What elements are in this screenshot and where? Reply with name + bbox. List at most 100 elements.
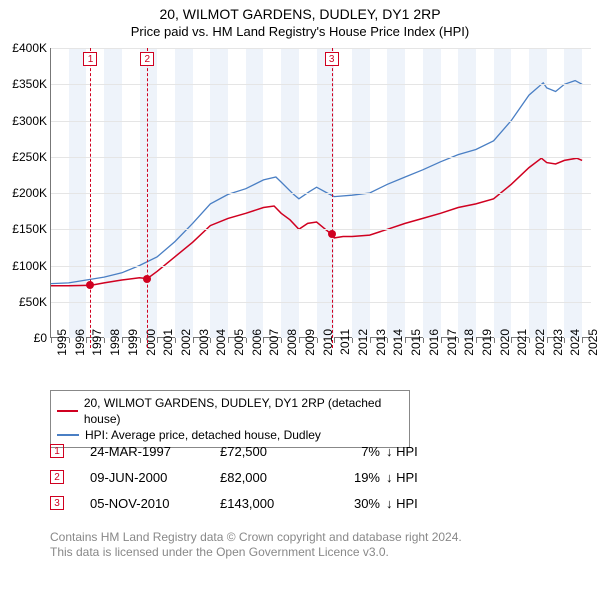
x-tick-label: 2001 bbox=[161, 329, 175, 369]
y-tick-label: £400K bbox=[1, 41, 47, 55]
x-tick bbox=[582, 338, 583, 343]
x-tick-label: 2008 bbox=[285, 329, 299, 369]
gridline bbox=[51, 302, 591, 303]
x-tick bbox=[122, 338, 123, 343]
x-tick bbox=[564, 338, 565, 343]
x-tick-label: 2023 bbox=[551, 329, 565, 369]
sales-row: 1 24-MAR-1997£72,5007%↓ HPI bbox=[50, 438, 430, 464]
sales-hpi: ↓ HPI bbox=[380, 470, 430, 485]
x-tick-label: 2024 bbox=[568, 329, 582, 369]
sales-table: 124-MAR-1997£72,5007%↓ HPI209-JUN-2000£8… bbox=[50, 438, 430, 516]
x-tick bbox=[370, 338, 371, 343]
sale-marker-box: 1 bbox=[83, 52, 97, 66]
x-tick bbox=[494, 338, 495, 343]
x-tick bbox=[228, 338, 229, 343]
sale-dash bbox=[147, 48, 148, 348]
x-tick bbox=[193, 338, 194, 343]
sales-diff: 19% bbox=[320, 470, 380, 485]
x-tick bbox=[263, 338, 264, 343]
legend-swatch-hpi bbox=[57, 434, 79, 436]
x-tick-label: 2012 bbox=[356, 329, 370, 369]
x-tick-label: 2006 bbox=[250, 329, 264, 369]
x-tick bbox=[210, 338, 211, 343]
gridline bbox=[51, 193, 591, 194]
x-tick-label: 2020 bbox=[498, 329, 512, 369]
sales-marker: 1 bbox=[50, 444, 64, 458]
x-tick bbox=[317, 338, 318, 343]
x-tick bbox=[69, 338, 70, 343]
sales-date: 24-MAR-1997 bbox=[90, 444, 220, 459]
x-tick-label: 2002 bbox=[179, 329, 193, 369]
chart-subtitle: Price paid vs. HM Land Registry's House … bbox=[0, 24, 600, 39]
x-tick-label: 2004 bbox=[214, 329, 228, 369]
x-tick-label: 2007 bbox=[267, 329, 281, 369]
footer-line-1: Contains HM Land Registry data © Crown c… bbox=[50, 530, 560, 545]
sale-marker-dot bbox=[86, 281, 94, 289]
gridline bbox=[51, 48, 591, 49]
sale-dash bbox=[332, 48, 333, 348]
x-tick-label: 1996 bbox=[73, 329, 87, 369]
x-tick bbox=[405, 338, 406, 343]
x-tick bbox=[423, 338, 424, 343]
plot-region: £0£50K£100K£150K£200K£250K£300K£350K£400… bbox=[50, 48, 590, 338]
x-tick-label: 1995 bbox=[55, 329, 69, 369]
x-tick-label: 2014 bbox=[391, 329, 405, 369]
chart-area: £0£50K£100K£150K£200K£250K£300K£350K£400… bbox=[50, 48, 590, 378]
sale-marker-dot bbox=[143, 275, 151, 283]
x-tick bbox=[476, 338, 477, 343]
gridline bbox=[51, 157, 591, 158]
x-tick bbox=[140, 338, 141, 343]
x-tick bbox=[352, 338, 353, 343]
sales-marker: 3 bbox=[50, 496, 64, 510]
x-tick-label: 2017 bbox=[445, 329, 459, 369]
series-line bbox=[51, 81, 582, 284]
sale-marker-box: 3 bbox=[325, 52, 339, 66]
series-line bbox=[51, 158, 582, 286]
x-tick bbox=[104, 338, 105, 343]
x-tick bbox=[51, 338, 52, 343]
gridline bbox=[51, 266, 591, 267]
sales-diff: 30% bbox=[320, 496, 380, 511]
sales-price: £82,000 bbox=[220, 470, 320, 485]
legend-swatch-property bbox=[57, 410, 78, 412]
chart-title: 20, WILMOT GARDENS, DUDLEY, DY1 2RP bbox=[0, 6, 600, 22]
sales-row: 305-NOV-2010£143,00030%↓ HPI bbox=[50, 490, 430, 516]
gridline bbox=[51, 84, 591, 85]
x-tick-label: 2022 bbox=[533, 329, 547, 369]
x-tick-label: 2015 bbox=[409, 329, 423, 369]
x-tick-label: 2021 bbox=[515, 329, 529, 369]
sales-diff: 7% bbox=[320, 444, 380, 459]
x-tick bbox=[157, 338, 158, 343]
x-tick-label: 2016 bbox=[427, 329, 441, 369]
x-tick bbox=[299, 338, 300, 343]
y-tick-label: £350K bbox=[1, 77, 47, 91]
sales-price: £143,000 bbox=[220, 496, 320, 511]
x-tick bbox=[387, 338, 388, 343]
x-tick-label: 1998 bbox=[108, 329, 122, 369]
sales-row: 2 09-JUN-2000£82,00019%↓ HPI bbox=[50, 464, 430, 490]
x-tick bbox=[511, 338, 512, 343]
y-tick-label: £50K bbox=[1, 295, 47, 309]
sales-hpi: ↓ HPI bbox=[380, 444, 430, 459]
x-tick-label: 2003 bbox=[197, 329, 211, 369]
sale-marker-box: 2 bbox=[140, 52, 154, 66]
x-tick bbox=[547, 338, 548, 343]
x-tick bbox=[175, 338, 176, 343]
x-tick-label: 1997 bbox=[90, 329, 104, 369]
sales-hpi: ↓ HPI bbox=[380, 496, 430, 511]
sales-date: 09-JUN-2000 bbox=[90, 470, 220, 485]
y-tick-label: £300K bbox=[1, 114, 47, 128]
sales-price: £72,500 bbox=[220, 444, 320, 459]
y-tick-label: £150K bbox=[1, 222, 47, 236]
footer-line-2: This data is licensed under the Open Gov… bbox=[50, 545, 560, 560]
y-tick-label: £0 bbox=[1, 331, 47, 345]
x-tick bbox=[86, 338, 87, 343]
gridline bbox=[51, 229, 591, 230]
sales-marker: 2 bbox=[50, 470, 64, 484]
x-tick bbox=[529, 338, 530, 343]
x-tick bbox=[334, 338, 335, 343]
x-tick-label: 2025 bbox=[586, 329, 600, 369]
legend-row-property: 20, WILMOT GARDENS, DUDLEY, DY1 2RP (det… bbox=[57, 395, 403, 427]
footer: Contains HM Land Registry data © Crown c… bbox=[50, 530, 560, 560]
gridline bbox=[51, 121, 591, 122]
